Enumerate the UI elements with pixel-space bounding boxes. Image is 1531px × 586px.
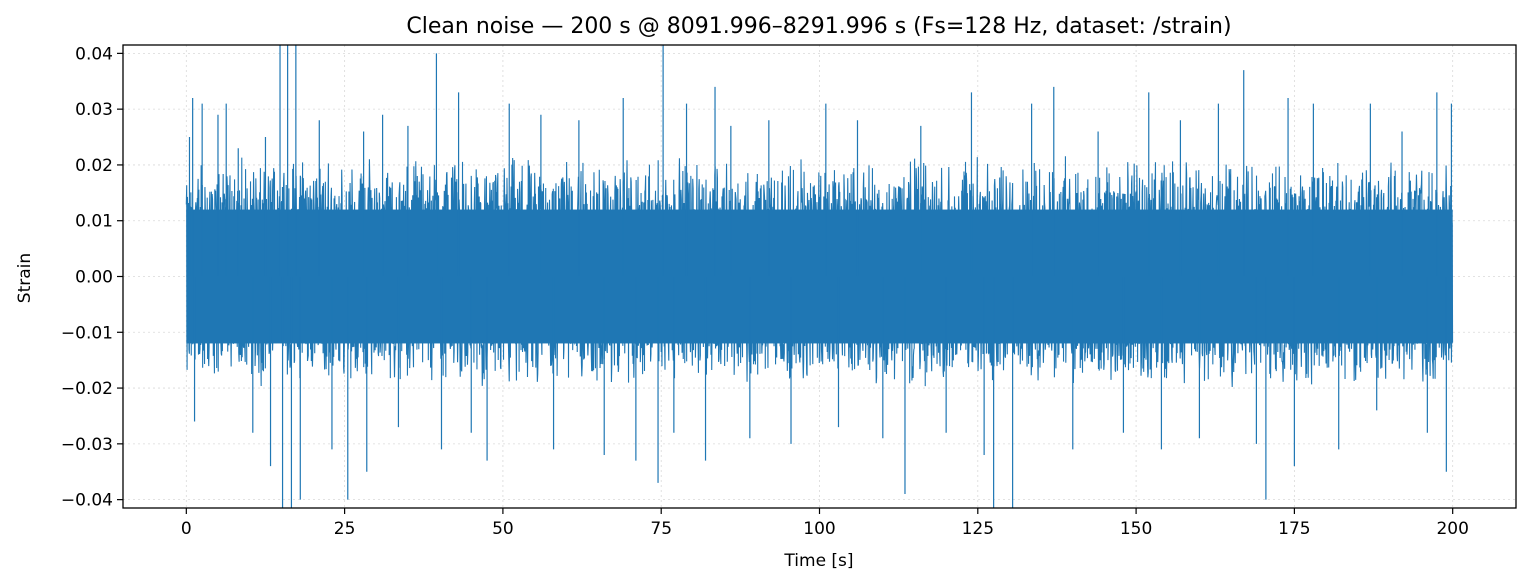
y-tick-label: −0.03 bbox=[61, 435, 113, 455]
y-tick-label: 0.01 bbox=[75, 212, 113, 232]
noise-core-band bbox=[186, 209, 1453, 344]
x-tick-label: 25 bbox=[334, 519, 356, 539]
x-axis-ticks: 0 25 50 75 100 125 150 175 200 bbox=[181, 508, 1469, 539]
x-tick-label: 0 bbox=[181, 519, 192, 539]
y-tick-label: −0.01 bbox=[61, 323, 113, 343]
x-axis-label: Time [s] bbox=[783, 551, 853, 571]
y-tick-label: 0.03 bbox=[75, 100, 113, 120]
x-tick-label: 75 bbox=[650, 519, 672, 539]
y-tick-label: 0.02 bbox=[75, 156, 113, 176]
strain-series bbox=[185, 45, 1454, 508]
y-tick-label: 0.00 bbox=[75, 268, 113, 288]
y-tick-label: 0.04 bbox=[75, 44, 113, 64]
x-tick-label: 200 bbox=[1436, 519, 1468, 539]
y-tick-label: −0.04 bbox=[61, 491, 113, 511]
x-tick-label: 125 bbox=[962, 519, 994, 539]
y-axis-ticks: −0.04 −0.03 −0.02 −0.01 0.00 0.01 0.02 0.03 0.04 bbox=[61, 44, 123, 511]
x-tick-label: 50 bbox=[492, 519, 514, 539]
plot-area bbox=[185, 45, 1454, 508]
y-tick-label: −0.02 bbox=[61, 379, 113, 399]
x-tick-label: 150 bbox=[1120, 519, 1152, 539]
x-tick-label: 100 bbox=[803, 519, 835, 539]
x-tick-label: 175 bbox=[1278, 519, 1310, 539]
chart-title: Clean noise — 200 s @ 8091.996–8291.996 … bbox=[406, 14, 1231, 39]
y-axis-label: Strain bbox=[15, 253, 35, 303]
